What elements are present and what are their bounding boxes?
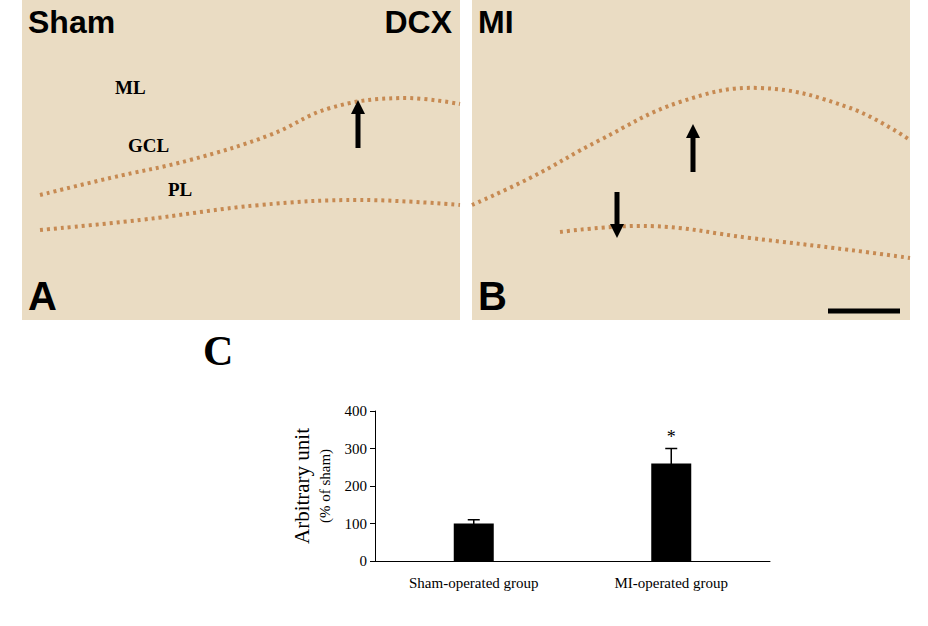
svg-text:300: 300 (345, 441, 368, 457)
svg-text:Sham: Sham (28, 4, 115, 40)
svg-text:(% of sham): (% of sham) (317, 449, 334, 523)
svg-text:100: 100 (345, 516, 368, 532)
svg-text:GCL: GCL (128, 135, 169, 156)
svg-text:C: C (203, 328, 233, 374)
svg-text:0: 0 (360, 553, 368, 569)
svg-text:ML: ML (115, 77, 146, 98)
svg-text:A: A (28, 274, 57, 318)
svg-text:PL: PL (168, 179, 192, 200)
svg-text:200: 200 (345, 478, 368, 494)
svg-text:MI-operated group: MI-operated group (614, 575, 728, 591)
svg-text:DCX: DCX (384, 4, 452, 40)
svg-text:*: * (667, 427, 676, 447)
svg-text:B: B (478, 274, 507, 318)
svg-text:Arbitrary unit: Arbitrary unit (290, 428, 314, 544)
svg-text:MI: MI (478, 4, 514, 40)
svg-text:Sham-operated group: Sham-operated group (409, 575, 539, 591)
svg-text:400: 400 (345, 403, 368, 419)
